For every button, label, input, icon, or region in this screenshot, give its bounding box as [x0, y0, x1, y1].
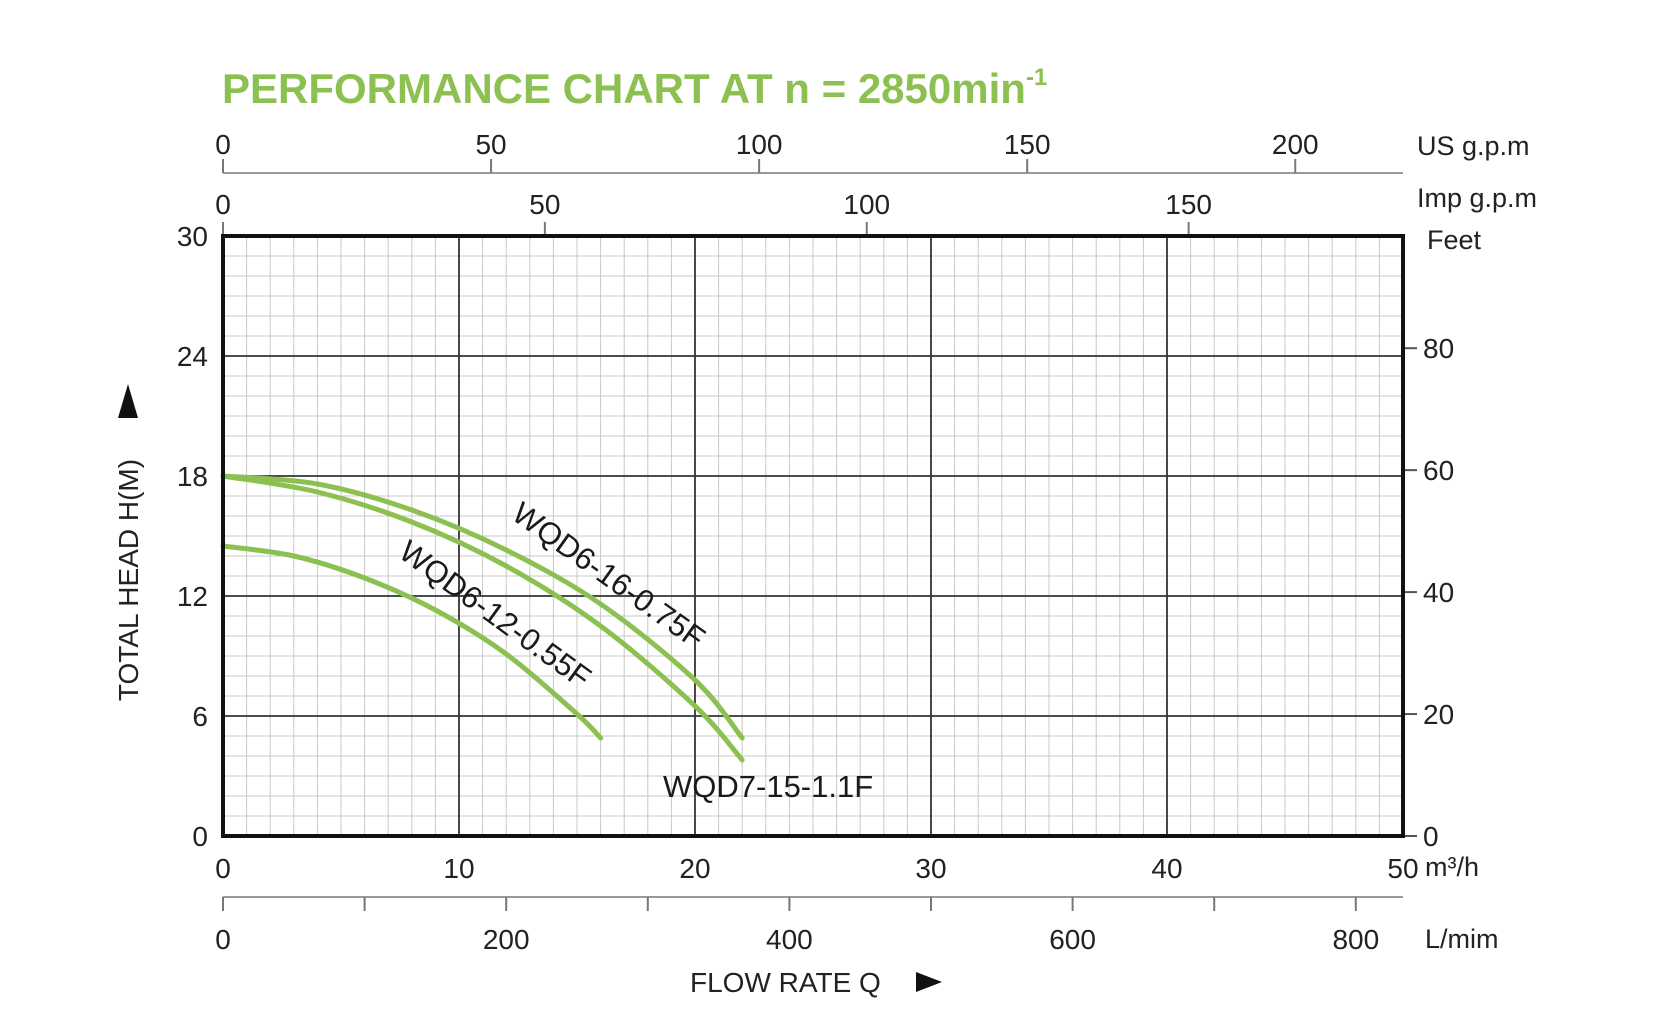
x-tick-label-lpm: 800: [1332, 924, 1379, 955]
imp-gpm-unit-label: Imp g.p.m: [1417, 183, 1537, 213]
x-tick-label-m3h: 10: [443, 853, 474, 884]
us-gpm-unit-label: US g.p.m: [1417, 131, 1530, 161]
x-tick-label-impgpm: 50: [529, 189, 560, 220]
y-tick-label-feet: 40: [1423, 577, 1454, 608]
x-tick-label-m3h: 30: [915, 853, 946, 884]
series-line-wqd7-15-1.1f: [220, 473, 745, 763]
series-line-wqd6-16-0.75f: [220, 473, 745, 741]
y-tick-label-feet: 80: [1423, 333, 1454, 364]
x-tick-label-m3h: 20: [679, 853, 710, 884]
plot-frame: [221, 234, 1405, 838]
x-axis-title: FLOW RATE Q: [690, 967, 881, 998]
y-tick-label-feet: 20: [1423, 699, 1454, 730]
y-tick-label-m: 18: [177, 461, 208, 492]
y-tick-label-m: 12: [177, 581, 208, 612]
x-tick-label-usgpm: 200: [1272, 129, 1319, 160]
y-tick-label-feet: 0: [1423, 821, 1439, 852]
x-tick-label-usgpm: 150: [1004, 129, 1051, 160]
series-line-wqd6-12-0.55f: [220, 543, 604, 741]
x-tick-label-impgpm: 150: [1165, 189, 1212, 220]
y-axis-title: TOTAL HEAD H(M): [113, 459, 144, 701]
x-tick-label-m3h: 50: [1387, 853, 1418, 884]
y-tick-label-m: 6: [192, 701, 208, 732]
x-tick-label-lpm: 200: [483, 924, 530, 955]
lpm-unit-label: L/mim: [1425, 924, 1499, 954]
y-tick-label-feet: 60: [1423, 455, 1454, 486]
series-label-wqd7-15-1.1f: WQD7-15-1.1F: [663, 769, 873, 804]
x-tick-label-impgpm: 0: [215, 189, 231, 220]
x-tick-label-m3h: 40: [1151, 853, 1182, 884]
y-axis-title-group: TOTAL HEAD H(M): [113, 384, 144, 701]
x-axis-arrow-icon: [916, 972, 942, 992]
x-tick-label-usgpm: 0: [215, 129, 231, 160]
x-tick-label-impgpm: 100: [843, 189, 890, 220]
x-tick-label-usgpm: 50: [475, 129, 506, 160]
x-axis-title-group: FLOW RATE Q: [690, 967, 942, 998]
x-tick-label-m3h: 0: [215, 853, 231, 884]
x-tick-label-lpm: 0: [215, 924, 231, 955]
x-tick-label-lpm: 600: [1049, 924, 1096, 955]
y-axis-arrow-icon: [118, 384, 138, 418]
m3h-unit-label: m³/h: [1425, 852, 1479, 882]
y-tick-label-m: 30: [177, 221, 208, 252]
x-tick-label-lpm: 400: [766, 924, 813, 955]
feet-unit-label: Feet: [1427, 225, 1482, 255]
x-tick-label-usgpm: 100: [736, 129, 783, 160]
y-tick-label-m: 0: [192, 821, 208, 852]
y-tick-label-m: 24: [177, 341, 208, 372]
chart-title: PERFORMANCE CHART AT n = 2850min-1: [222, 64, 1047, 112]
